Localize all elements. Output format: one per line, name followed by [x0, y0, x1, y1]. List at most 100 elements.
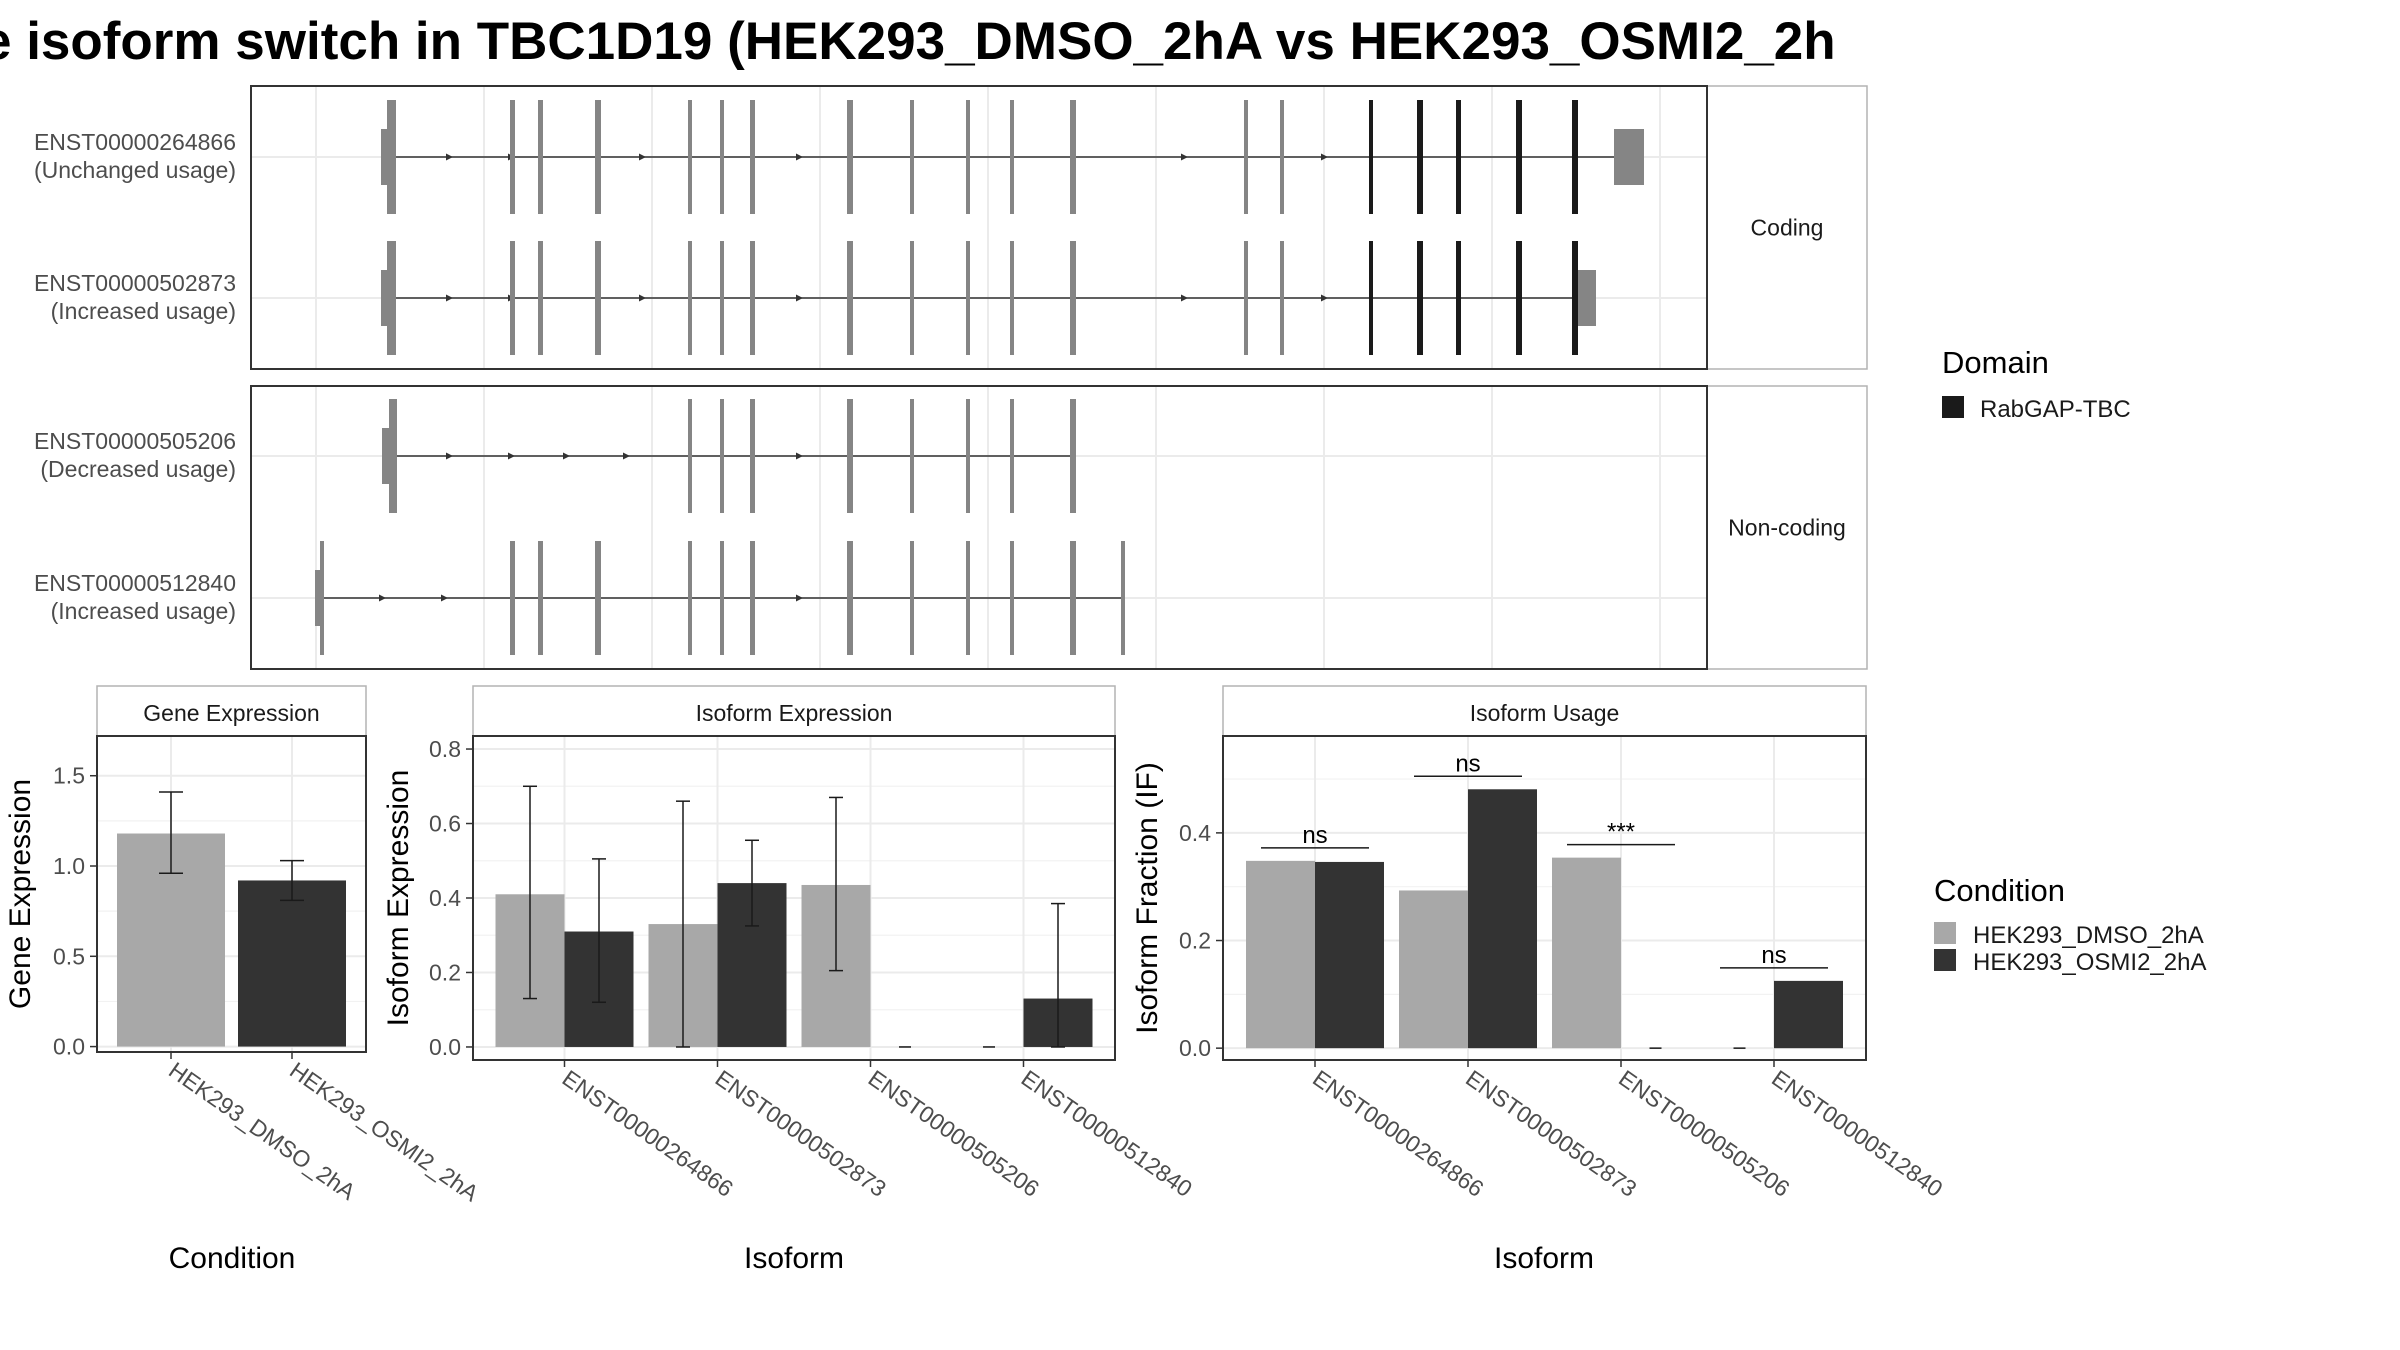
transcript-model-ENST00000502873: ENST00000502873(Increased usage) — [34, 241, 1596, 355]
bar — [1468, 789, 1537, 1049]
y-tick-label: 1.0 — [53, 853, 85, 879]
exon-block — [595, 100, 601, 214]
domain-exon-block — [1417, 241, 1423, 355]
significance-label: *** — [1607, 819, 1635, 846]
y-tick-label: 1.5 — [53, 763, 85, 789]
exon-block — [966, 541, 970, 655]
exon-block — [750, 241, 755, 355]
exon-block — [510, 541, 515, 655]
domain-exon-block — [1456, 241, 1461, 355]
x-axis-title: Isoform — [744, 1242, 844, 1275]
utr-block — [382, 428, 392, 484]
plot-border — [96, 735, 367, 1053]
transcript-model-ENST00000264866: ENST00000264866(Unchanged usage) — [34, 100, 1644, 214]
utr-block — [1578, 270, 1596, 326]
x-tick-label: ENST00000512840 — [1017, 1065, 1197, 1202]
strand-arrow — [446, 294, 453, 302]
strand-arrow — [379, 594, 386, 602]
exon-block — [1244, 100, 1248, 214]
strand-arrow — [1181, 294, 1188, 302]
facet-strip-label: Non-coding — [1728, 515, 1846, 541]
exon-block — [720, 241, 724, 355]
y-tick-label: 0.6 — [429, 811, 461, 837]
utr-block — [1614, 129, 1644, 185]
strand-arrow — [639, 294, 646, 302]
transcript-id-label: ENST00000505206 — [34, 428, 236, 454]
y-axis-title: Isoform Fraction (IF) — [1131, 762, 1164, 1034]
bar — [1246, 860, 1315, 1049]
x-axis-title: Isoform — [1494, 1242, 1594, 1275]
strand-arrow — [623, 452, 630, 460]
significance-label: ns — [1761, 942, 1786, 969]
plot-border — [1222, 735, 1867, 1061]
transcript-model-ENST00000505206: ENST00000505206(Decreased usage) — [34, 399, 1076, 513]
facet-strip — [1706, 85, 1868, 370]
y-tick-label: 0.4 — [1179, 820, 1211, 846]
exon-block — [750, 100, 755, 214]
significance-label: ns — [1302, 822, 1327, 849]
transcript-model-ENST00000512840: ENST00000512840(Increased usage) — [34, 541, 1125, 655]
exon-block — [1070, 541, 1076, 655]
significance-label: ns — [1455, 750, 1480, 777]
panel-strip-title: Gene Expression — [143, 700, 319, 726]
x-tick-label: HEK293_OSMI2_2hA — [285, 1057, 484, 1207]
condition-legend-label: HEK293_DMSO_2hA — [1973, 922, 2204, 949]
facet-strip-label: Coding — [1751, 215, 1824, 241]
domain-exon-block — [1516, 100, 1522, 214]
domain-exon-block — [1456, 100, 1461, 214]
exon-block — [1010, 399, 1014, 513]
domain-exon-block — [1572, 100, 1578, 214]
panel-border — [250, 85, 1708, 370]
domain-exon-block — [1369, 100, 1373, 214]
domain-legend-key — [1942, 396, 1964, 418]
exon-block — [1010, 241, 1014, 355]
strand-arrow — [441, 594, 448, 602]
transcript-usage-label: (Unchanged usage) — [34, 157, 236, 183]
panel-strip — [96, 685, 367, 737]
panel-border — [250, 385, 1708, 670]
exon-block — [538, 100, 543, 214]
panel-background — [251, 386, 1707, 669]
exon-block — [389, 399, 397, 513]
exon-block — [720, 100, 724, 214]
x-axis-title: Condition — [169, 1242, 296, 1275]
exon-block — [847, 100, 853, 214]
transcript-usage-label: (Increased usage) — [51, 598, 236, 624]
panel-background — [251, 86, 1707, 369]
exon-block — [510, 241, 515, 355]
exon-block — [510, 100, 515, 214]
y-axis-title: Isoform Expression — [382, 770, 415, 1027]
y-tick-label: 0.2 — [1179, 928, 1211, 954]
transcript-usage-label: (Decreased usage) — [40, 456, 236, 482]
strand-arrow — [1321, 153, 1328, 161]
exon-block — [1010, 541, 1014, 655]
condition-legend-label: HEK293_OSMI2_2hA — [1973, 949, 2206, 976]
exon-block — [595, 541, 601, 655]
condition-legend-title: Condition — [1934, 873, 2065, 908]
exon-block — [910, 100, 914, 214]
exon-block — [1280, 100, 1284, 214]
transcript-id-label: ENST00000512840 — [34, 570, 236, 596]
exon-block — [720, 399, 724, 513]
facet-strip — [1706, 385, 1868, 670]
exon-block — [1070, 241, 1076, 355]
x-tick-label: ENST00000512840 — [1767, 1065, 1947, 1202]
utr-block — [381, 129, 392, 185]
exon-block — [720, 541, 724, 655]
y-axis-title: Gene Expression — [4, 779, 37, 1009]
exon-block — [688, 399, 692, 513]
y-tick-label: 0.4 — [429, 885, 461, 911]
panel-strip-title: Isoform Expression — [696, 700, 893, 726]
strand-arrow — [639, 153, 646, 161]
exon-block — [1121, 541, 1125, 655]
condition-legend-key — [1934, 949, 1956, 971]
domain-legend-title: Domain — [1942, 345, 2049, 380]
exon-block — [847, 541, 853, 655]
y-tick-label: 0.0 — [429, 1034, 461, 1060]
exon-block — [538, 541, 543, 655]
exon-block — [688, 100, 692, 214]
exon-block — [847, 399, 853, 513]
exon-block — [966, 100, 970, 214]
